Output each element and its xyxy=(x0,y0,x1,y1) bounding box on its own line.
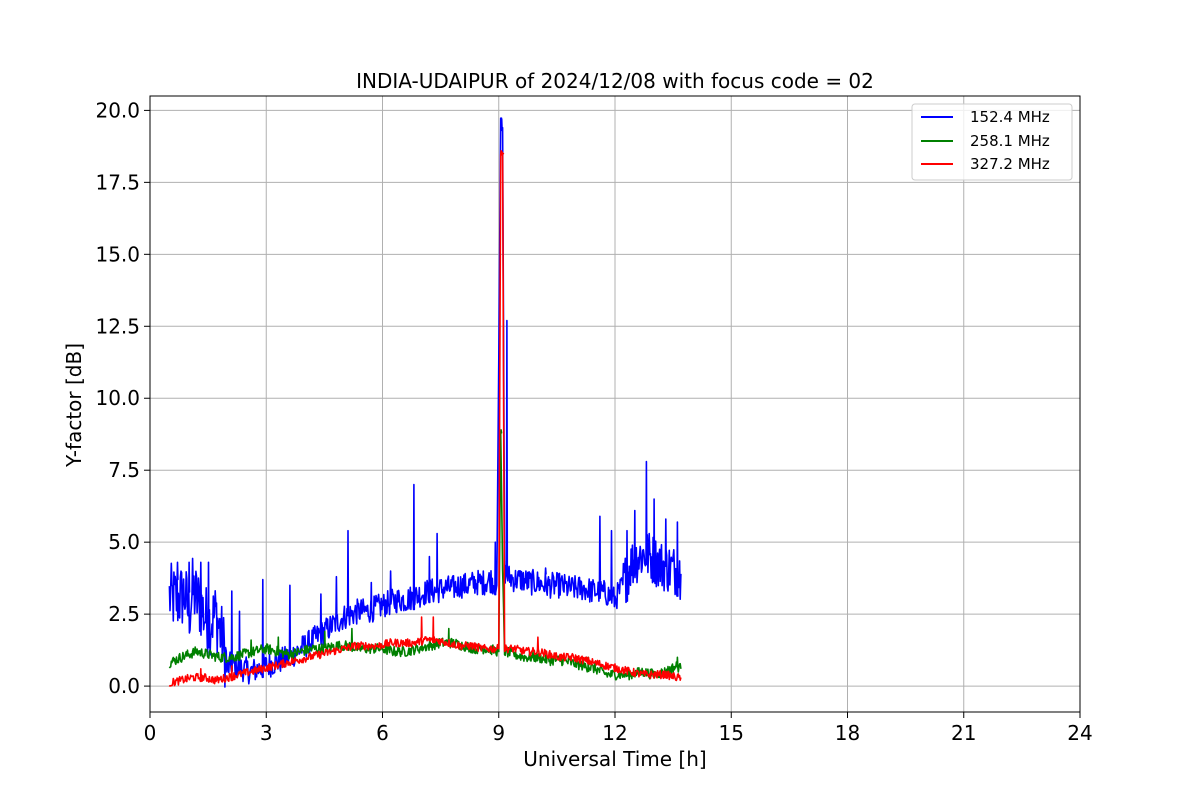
legend-label-258: 258.1 MHz xyxy=(970,132,1050,150)
series-1 xyxy=(168,429,682,681)
series-line xyxy=(168,429,682,681)
x-tick-label: 15 xyxy=(719,721,744,745)
y-tick-label: 7.5 xyxy=(108,458,140,482)
y-tick-label: 2.5 xyxy=(108,602,140,626)
chart-title: INDIA-UDAIPUR of 2024/12/08 with focus c… xyxy=(356,69,874,93)
x-tick-label: 21 xyxy=(951,721,976,745)
plot-area: 0 3 6 9 12 15 18 21 24 0.0 2.5 5.0 7.5 10.0 12.5 15.0 17… xyxy=(95,95,1093,745)
series-2 xyxy=(168,149,682,688)
x-axis-label: Universal Time [h] xyxy=(523,747,706,771)
x-tick-label: 3 xyxy=(260,721,273,745)
legend-label-327: 327.2 MHz xyxy=(970,155,1050,173)
x-tick-label: 24 xyxy=(1067,721,1092,745)
y-tick-label: 5.0 xyxy=(108,530,140,554)
x-tick-label: 9 xyxy=(492,721,505,745)
y-tick-label: 0.0 xyxy=(108,674,140,698)
x-tick-label: 6 xyxy=(376,721,389,745)
y-tick-label: 20.0 xyxy=(95,98,140,122)
legend-box xyxy=(911,103,1073,181)
x-tick-label: 18 xyxy=(835,721,860,745)
series-0 xyxy=(168,117,682,688)
y-tick-label: 10.0 xyxy=(95,386,140,410)
y-axis-label: Y-factor [dB] xyxy=(62,343,86,468)
y-tick-label: 17.5 xyxy=(95,170,140,194)
x-tick-label: 0 xyxy=(144,721,157,745)
series-line xyxy=(168,117,682,688)
y-tick-label: 15.0 xyxy=(95,242,140,266)
legend: 152.4 MHz 258.1 MHz 327.2 MHz xyxy=(911,103,1073,181)
y-tick-label: 12.5 xyxy=(95,314,140,338)
legend-label-152: 152.4 MHz xyxy=(970,108,1050,126)
x-tick-label: 12 xyxy=(602,721,627,745)
series-line xyxy=(168,149,682,688)
